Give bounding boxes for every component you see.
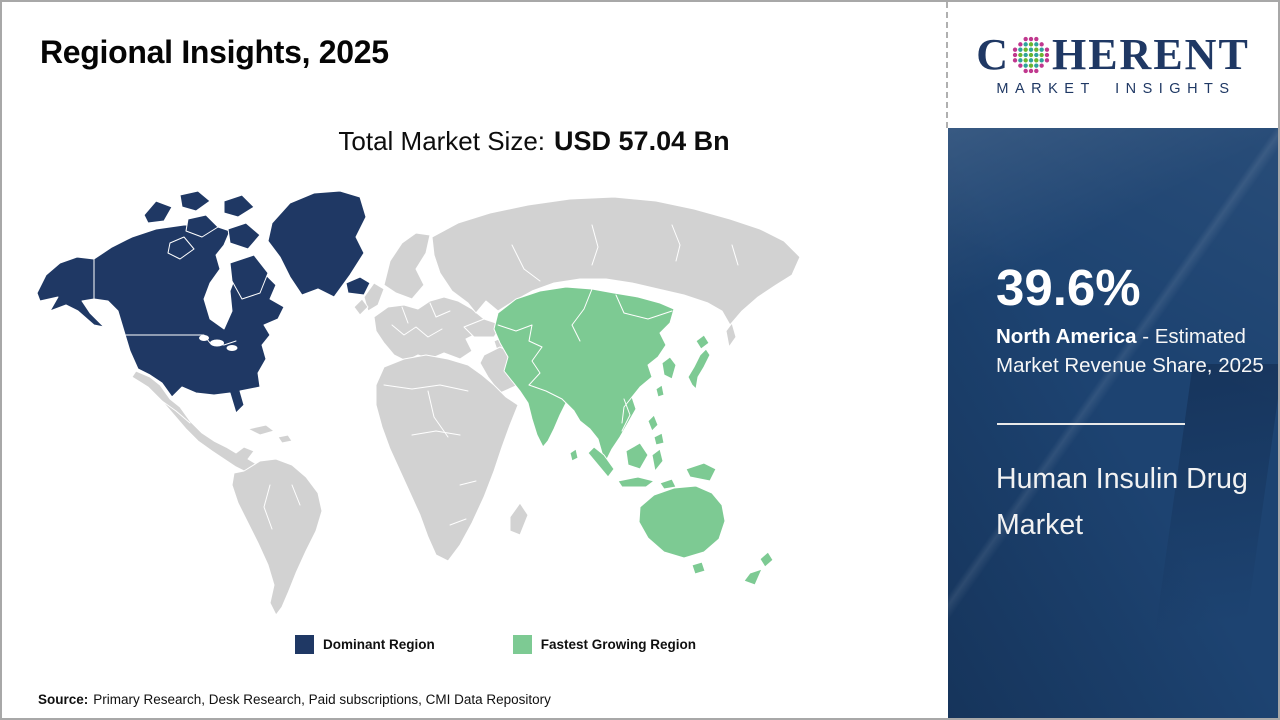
total-market-size: Total Market Size: USD 57.04 Bn — [0, 126, 948, 157]
brand-letter-c: C — [976, 30, 1010, 79]
map-region-rest-of-world — [131, 196, 801, 616]
great-lakes — [199, 335, 238, 351]
brand-letters-rest: HERENT — [1051, 30, 1250, 79]
market-share-value: 39.6% — [996, 259, 1141, 316]
dashed-divider — [946, 2, 948, 128]
source-label: Source: — [38, 692, 89, 707]
dominant-region-swatch — [295, 635, 314, 654]
dominant-region-label: Dominant Region — [323, 637, 435, 652]
dotted-globe-icon — [1012, 36, 1050, 74]
world-map — [32, 184, 826, 626]
panel-divider-line — [997, 423, 1185, 425]
map-legend: Dominant Region Fastest Growing Region — [295, 635, 696, 654]
fastest-growing-region-swatch — [512, 635, 532, 654]
total-market-size-label: Total Market Size: — [338, 126, 546, 156]
legend-item-dominant: Dominant Region — [295, 635, 435, 654]
total-market-size-value: USD 57.04 Bn — [554, 126, 730, 156]
source-note: Source: Primary Research, Desk Research, … — [38, 692, 551, 707]
brand-tagline: MARKET INSIGHTS — [996, 81, 1236, 97]
source-text: Primary Research, Desk Research, Paid su… — [93, 692, 551, 707]
brand-logo: C HERENT MARKET INSIGHTS — [948, 2, 1278, 128]
fastest-growing-region-label: Fastest Growing Region — [540, 637, 697, 652]
map-region-north-america — [36, 190, 371, 414]
world-map-svg — [36, 190, 801, 616]
dominant-region-name: North America — [996, 325, 1137, 348]
market-name: Human Insulin Drug Market — [996, 463, 1248, 541]
share-description-text: - Estimated Market Revenue Share, 2025 — [996, 325, 1264, 377]
legend-item-growing: Fastest Growing Region — [512, 635, 697, 654]
brand-wordmark: C HERENT — [976, 33, 1250, 77]
page-title: Regional Insights, 2025 — [40, 34, 389, 70]
market-share-description: North America - Estimated Market Revenue… — [996, 322, 1272, 380]
